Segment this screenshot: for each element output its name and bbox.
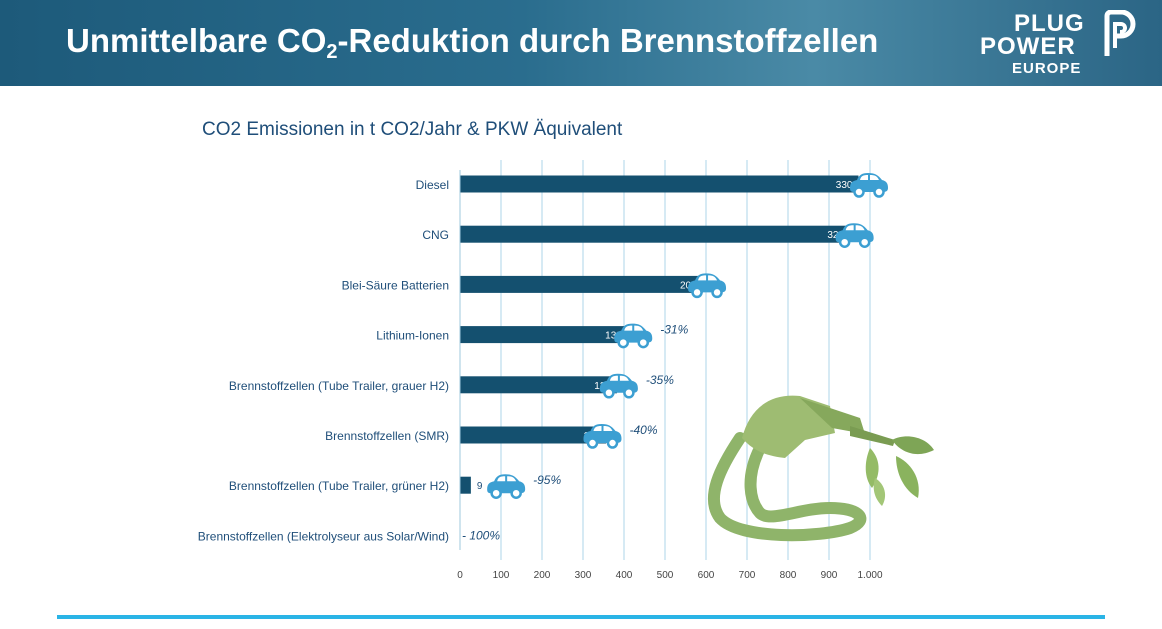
x-tick-label: 1.000 — [857, 570, 882, 581]
reduction-label: -35% — [646, 373, 674, 387]
title-text-post: -Reduktion durch Brennstoffzellen — [337, 22, 879, 59]
bottom-accent-line — [57, 615, 1105, 619]
car-icon — [599, 373, 638, 399]
logo-text-europe: EUROPE — [1012, 60, 1082, 77]
category-label: Brennstoffzellen (Tube Trailer, grüner H… — [229, 479, 449, 493]
title-subscript: 2 — [326, 41, 338, 63]
category-label: CNG — [422, 228, 449, 242]
x-tick-label: 900 — [821, 570, 838, 581]
x-tick-label: 600 — [698, 570, 715, 581]
plug-power-logo: PLUG POWER EUROPE — [978, 8, 1138, 80]
bar — [460, 225, 851, 243]
bar — [460, 326, 628, 344]
bar — [460, 175, 859, 193]
x-tick-label: 300 — [575, 570, 592, 581]
reduction-label: - 100% — [462, 528, 500, 542]
bar — [460, 376, 617, 394]
bar-value-label: 330 — [836, 180, 853, 191]
reduction-label: -95% — [533, 473, 561, 487]
reduction-label: -40% — [630, 423, 658, 437]
category-label: Brennstoffzellen (Tube Trailer, grauer H… — [229, 379, 449, 393]
x-tick-label: 400 — [616, 570, 633, 581]
chart-title: CO2 Emissionen in t CO2/Jahr & PKW Äquiv… — [202, 119, 623, 140]
x-tick-label: 100 — [493, 570, 510, 581]
logo-mark-icon — [1104, 10, 1136, 56]
car-icon — [614, 323, 653, 349]
x-tick-label: 0 — [457, 570, 463, 581]
category-label: Lithium-Ionen — [376, 329, 449, 343]
logo-text-power: POWER — [980, 33, 1076, 60]
slide-header: Unmittelbare CO2-Reduktion durch Brennst… — [0, 0, 1162, 86]
bar — [460, 426, 607, 444]
fuel-nozzle-leaves-image — [707, 395, 934, 542]
x-tick-label: 800 — [780, 570, 797, 581]
bar — [460, 275, 703, 293]
reduction-label: -31% — [660, 323, 688, 337]
car-icon — [850, 173, 888, 198]
x-tick-label: 500 — [657, 570, 674, 581]
logo-text-plug: PLUG — [1014, 10, 1085, 37]
category-label: Brennstoffzellen (SMR) — [325, 429, 449, 443]
bar-value-label: 139 — [605, 331, 622, 342]
car-icon — [835, 223, 874, 248]
category-label: Brennstoffzellen (Elektrolyseur aus Sola… — [198, 529, 449, 543]
car-icon — [583, 424, 622, 449]
bar-value-label: 9 — [477, 481, 483, 492]
car-icon — [487, 474, 526, 499]
x-tick-label: 700 — [739, 570, 756, 581]
x-tick-label: 200 — [534, 570, 551, 581]
category-label: Diesel — [416, 178, 449, 192]
category-label: Blei-Säure Batterien — [342, 278, 449, 292]
slide-title: Unmittelbare CO2-Reduktion durch Brennst… — [66, 22, 878, 64]
title-text-pre: Unmittelbare CO — [66, 22, 327, 59]
bar — [460, 476, 471, 494]
car-icon — [688, 273, 727, 299]
